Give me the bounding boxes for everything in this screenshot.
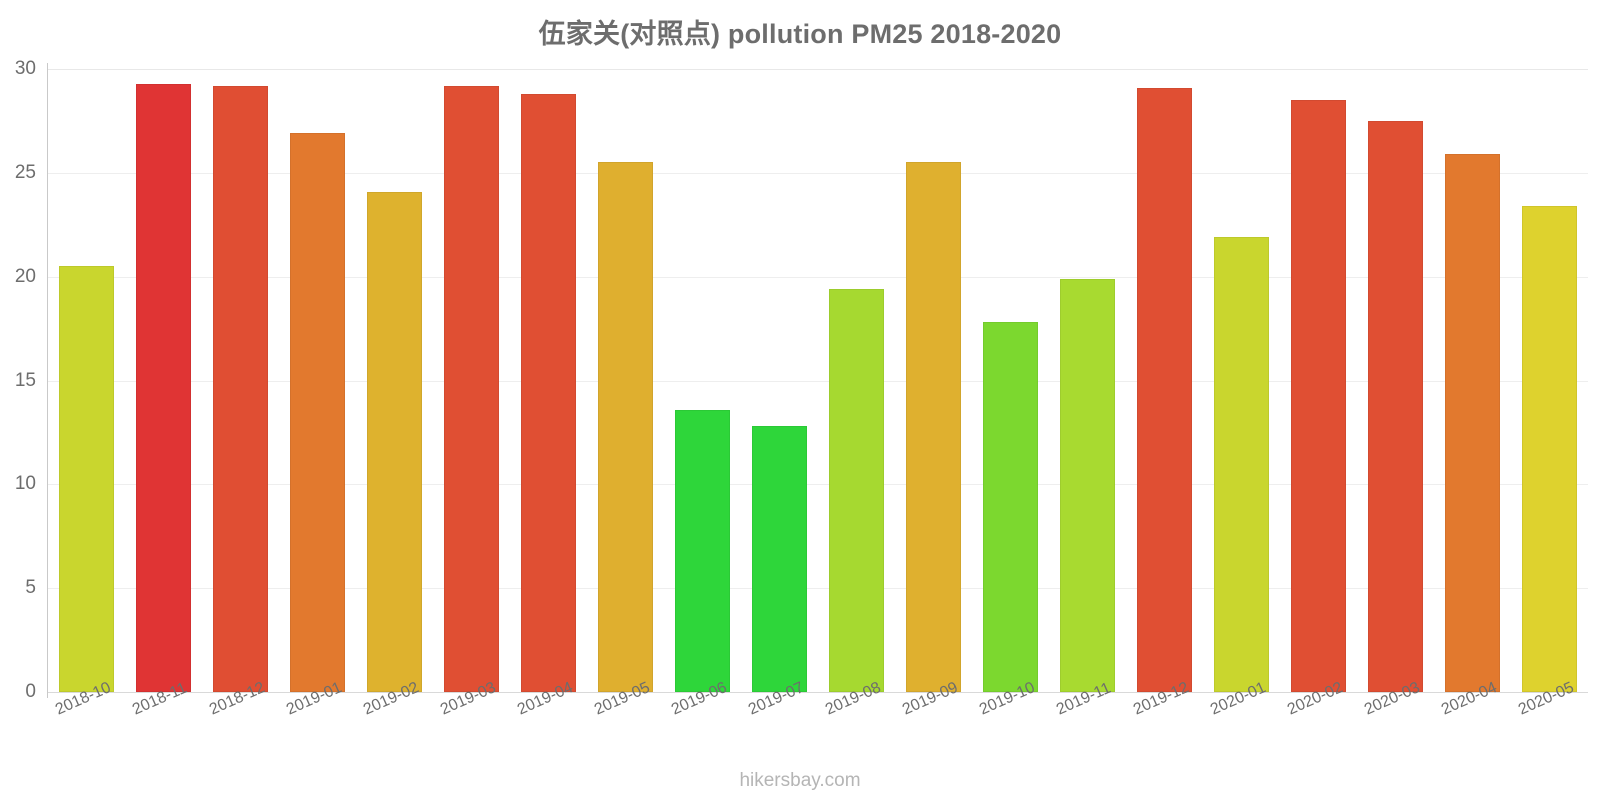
bar[interactable] bbox=[597, 162, 654, 692]
y-tick-label: 10 bbox=[14, 473, 36, 495]
source-watermark: hikersbay.com bbox=[739, 770, 861, 791]
bar-series bbox=[48, 69, 1588, 692]
bar[interactable] bbox=[751, 426, 808, 692]
x-label-slot: 2019-01 bbox=[279, 679, 356, 757]
x-label-slot: 2020-02 bbox=[1280, 679, 1357, 757]
bar[interactable] bbox=[905, 162, 962, 692]
bar[interactable] bbox=[443, 85, 500, 692]
bar-slot bbox=[741, 69, 818, 692]
bar-slot bbox=[1280, 69, 1357, 692]
x-label-slot: 2020-05 bbox=[1511, 679, 1588, 757]
y-axis-tick-labels: 0 5 10 15 20 25 30 bbox=[0, 58, 1600, 702]
bar[interactable] bbox=[1290, 100, 1347, 692]
x-label-slot: 2019-08 bbox=[818, 679, 895, 757]
bar[interactable] bbox=[1444, 154, 1501, 692]
bar[interactable] bbox=[1521, 206, 1578, 692]
x-label-slot: 2019-03 bbox=[433, 679, 510, 757]
bar-slot bbox=[433, 69, 510, 692]
bar[interactable] bbox=[982, 322, 1039, 692]
plot-area bbox=[48, 69, 1588, 693]
x-label-slot: 2019-11 bbox=[1049, 680, 1126, 757]
bar-slot bbox=[202, 69, 279, 692]
x-label-slot: 2018-11 bbox=[125, 680, 202, 757]
bar[interactable] bbox=[1367, 120, 1424, 692]
bar[interactable] bbox=[1213, 237, 1270, 692]
bar-slot bbox=[356, 69, 433, 692]
bar-slot bbox=[972, 69, 1049, 692]
x-label-slot: 2019-09 bbox=[895, 679, 972, 757]
bar-slot bbox=[279, 69, 356, 692]
x-axis-tick-labels: 2018-10 2018-11 2018-12 2019-01 2019-02 2019-… bbox=[48, 679, 1588, 757]
bar-slot bbox=[1434, 69, 1511, 692]
bar[interactable] bbox=[1059, 278, 1116, 692]
x-label-slot: 2020-03 bbox=[1357, 679, 1434, 757]
page-title: 伍家关(对照点) pollution PM25 2018-2020 bbox=[538, 19, 1062, 49]
bar[interactable] bbox=[135, 83, 192, 692]
bar[interactable] bbox=[212, 85, 269, 692]
bar-slot bbox=[1511, 69, 1588, 692]
bar[interactable] bbox=[828, 289, 885, 692]
x-label-slot: 2019-12 bbox=[1126, 679, 1203, 757]
y-tick-label: 30 bbox=[14, 58, 36, 79]
y-tick-label: 15 bbox=[14, 369, 36, 391]
x-axis-baseline bbox=[48, 692, 1588, 693]
y-tick-label: 0 bbox=[25, 681, 36, 702]
y-tick-label: 5 bbox=[25, 577, 36, 599]
bar[interactable] bbox=[520, 93, 577, 692]
x-label-slot: 2020-01 bbox=[1203, 679, 1280, 757]
bar-slot bbox=[510, 69, 587, 692]
x-label-slot: 2019-02 bbox=[356, 679, 433, 757]
y-tick-label: 25 bbox=[14, 161, 36, 183]
y-axis-line bbox=[47, 63, 48, 698]
bar[interactable] bbox=[1136, 87, 1193, 692]
x-label-slot: 2019-06 bbox=[664, 679, 741, 757]
bar-slot bbox=[125, 69, 202, 692]
bar-slot bbox=[1357, 69, 1434, 692]
bar-slot bbox=[664, 69, 741, 692]
bar[interactable] bbox=[674, 409, 731, 692]
bar-slot bbox=[587, 69, 664, 692]
bar-slot bbox=[818, 69, 895, 692]
y-tick-label: 20 bbox=[14, 265, 36, 287]
bar-slot bbox=[48, 69, 125, 692]
x-label-slot: 2018-12 bbox=[202, 679, 279, 757]
x-label-slot: 2019-05 bbox=[587, 679, 664, 757]
bar-slot bbox=[1203, 69, 1280, 692]
bar-slot bbox=[895, 69, 972, 692]
bar[interactable] bbox=[289, 133, 346, 692]
bar-slot bbox=[1126, 69, 1203, 692]
x-label-slot: 2019-04 bbox=[510, 679, 587, 757]
x-label-slot: 2019-10 bbox=[972, 679, 1049, 757]
x-label-slot: 2018-10 bbox=[48, 679, 125, 757]
bar-slot bbox=[1049, 69, 1126, 692]
x-label-slot: 2020-04 bbox=[1434, 679, 1511, 757]
bar[interactable] bbox=[58, 266, 115, 692]
x-label-slot: 2019-07 bbox=[741, 679, 818, 757]
bar[interactable] bbox=[366, 191, 423, 692]
